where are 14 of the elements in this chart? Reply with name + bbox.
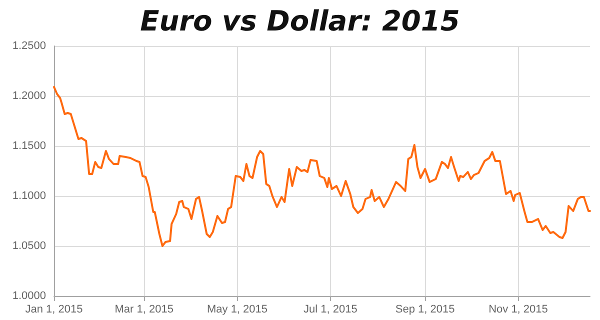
x-tick-label: May 1, 2015 xyxy=(206,304,268,316)
x-tick-label: Jul 1, 2015 xyxy=(303,304,358,316)
y-tick-label: 1.2000 xyxy=(12,90,46,102)
x-tick-label: Sep 1, 2015 xyxy=(395,304,455,316)
line-series xyxy=(53,86,591,247)
y-tick-label: 1.1000 xyxy=(12,190,46,202)
y-tick-label: 1.0500 xyxy=(12,240,46,252)
x-tick-label: Nov 1, 2015 xyxy=(488,304,548,316)
y-tick-label: 1.0000 xyxy=(12,290,46,302)
y-tick-label: 1.1500 xyxy=(12,140,46,152)
chart-title: Euro vs Dollar: 2015 xyxy=(140,4,460,38)
y-tick-label: 1.2500 xyxy=(12,40,46,52)
x-tick-label: Jan 1, 2015 xyxy=(25,304,83,316)
x-tick-label: Mar 1, 2015 xyxy=(114,304,174,316)
